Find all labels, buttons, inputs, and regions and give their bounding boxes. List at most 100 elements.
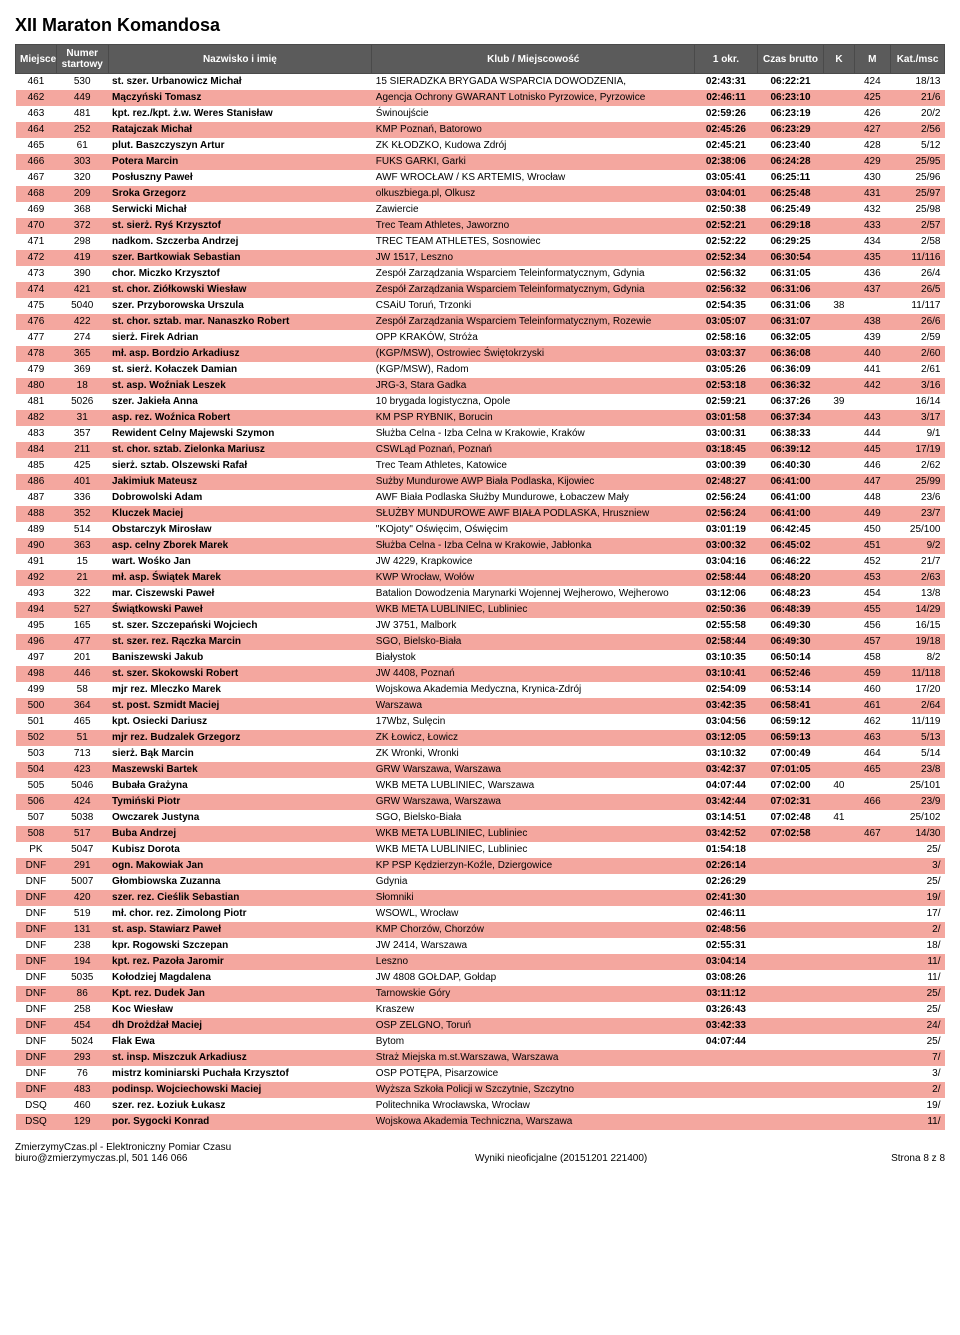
cell-miejsce: DSQ (16, 1114, 57, 1130)
cell-okr: 03:03:37 (695, 346, 757, 362)
cell-czas: 06:25:49 (757, 202, 824, 218)
cell-kat: 25/ (891, 986, 945, 1002)
cell-k (824, 106, 854, 122)
cell-k (824, 682, 854, 698)
table-row: 483357Rewident Celny Majewski SzymonSłuż… (16, 426, 945, 442)
cell-k (824, 842, 854, 858)
cell-czas: 06:29:25 (757, 234, 824, 250)
cell-k (824, 346, 854, 362)
table-row: 48018st. asp. Woźniak LeszekJRG-3, Stara… (16, 378, 945, 394)
cell-numer: 517 (56, 826, 108, 842)
table-row: 49221mł. asp. Świątek MarekKWP Wrocław, … (16, 570, 945, 586)
cell-kat: 11/ (891, 1114, 945, 1130)
cell-klub: JW 3751, Malbork (372, 618, 695, 634)
cell-miejsce: 483 (16, 426, 57, 442)
table-row: DSQ460szer. rez. Łoziuk ŁukaszPolitechni… (16, 1098, 945, 1114)
cell-miejsce: 480 (16, 378, 57, 394)
cell-kat: 21/6 (891, 90, 945, 106)
cell-numer: 15 (56, 554, 108, 570)
cell-m (854, 1066, 891, 1082)
cell-czas: 06:58:41 (757, 698, 824, 714)
cell-k (824, 522, 854, 538)
cell-m: 440 (854, 346, 891, 362)
cell-nazwisko: Mączyński Tomasz (108, 90, 372, 106)
cell-k (824, 1050, 854, 1066)
cell-miejsce: 496 (16, 634, 57, 650)
cell-okr: 03:04:16 (695, 554, 757, 570)
cell-okr: 02:56:32 (695, 282, 757, 298)
cell-miejsce: 485 (16, 458, 57, 474)
cell-k (824, 330, 854, 346)
cell-miejsce: 465 (16, 138, 57, 154)
cell-nazwisko: dh Drożdżał Maciej (108, 1018, 372, 1034)
table-row: 486401Jakimiuk MateuszSużby Mundurowe AW… (16, 474, 945, 490)
cell-okr: 02:26:29 (695, 874, 757, 890)
cell-numer: 322 (56, 586, 108, 602)
cell-czas: 06:48:20 (757, 570, 824, 586)
cell-numer: 460 (56, 1098, 108, 1114)
cell-kat: 3/17 (891, 410, 945, 426)
cell-numer: 424 (56, 794, 108, 810)
cell-okr: 02:56:24 (695, 490, 757, 506)
cell-okr: 02:52:34 (695, 250, 757, 266)
cell-czas: 06:38:33 (757, 426, 824, 442)
cell-kat: 19/ (891, 890, 945, 906)
cell-numer: 61 (56, 138, 108, 154)
cell-kat: 21/7 (891, 554, 945, 570)
cell-klub: JW 4408, Poznań (372, 666, 695, 682)
cell-numer: 423 (56, 762, 108, 778)
cell-okr: 03:12:06 (695, 586, 757, 602)
cell-miejsce: DNF (16, 986, 57, 1002)
table-row: 494527Świątkowski PawełWKB META LUBLINIE… (16, 602, 945, 618)
cell-nazwisko: podinsp. Wojciechowski Maciej (108, 1082, 372, 1098)
cell-nazwisko: mjr rez. Budzalek Grzegorz (108, 730, 372, 746)
cell-okr: 02:59:26 (695, 106, 757, 122)
cell-klub: Służba Celna - Izba Celna w Krakowie, Ja… (372, 538, 695, 554)
cell-kat: 3/ (891, 858, 945, 874)
cell-numer: 477 (56, 634, 108, 650)
cell-czas: 06:31:05 (757, 266, 824, 282)
cell-czas: 07:00:49 (757, 746, 824, 762)
table-row: DNF454dh Drożdżał MaciejOSP ZELGNO, Toru… (16, 1018, 945, 1034)
cell-miejsce: 486 (16, 474, 57, 490)
cell-m: 442 (854, 378, 891, 394)
table-row: DNF5035Kołodziej MagdalenaJW 4808 GOŁDAP… (16, 970, 945, 986)
cell-okr (695, 1114, 757, 1130)
cell-k (824, 794, 854, 810)
table-row: 485425sierż. sztab. Olszewski RafałTrec … (16, 458, 945, 474)
cell-klub: olkuszbiega.pl, Olkusz (372, 186, 695, 202)
cell-k (824, 490, 854, 506)
cell-m: 444 (854, 426, 891, 442)
cell-m: 424 (854, 74, 891, 91)
page-title: XII Maraton Komandosa (15, 15, 945, 36)
cell-m: 448 (854, 490, 891, 506)
cell-miejsce: DNF (16, 1034, 57, 1050)
cell-k: 38 (824, 298, 854, 314)
cell-okr: 03:00:31 (695, 426, 757, 442)
cell-miejsce: 504 (16, 762, 57, 778)
cell-kat: 2/64 (891, 698, 945, 714)
table-row: 478365mł. asp. Bordzio Arkadiusz(KGP/MSW… (16, 346, 945, 362)
cell-numer: 481 (56, 106, 108, 122)
table-row: 487336Dobrowolski AdamAWF Biała Podlaska… (16, 490, 945, 506)
cell-okr: 03:42:35 (695, 698, 757, 714)
cell-klub: WKB META LUBLINIEC, Lubliniec (372, 602, 695, 618)
cell-czas: 07:02:48 (757, 810, 824, 826)
cell-czas: 06:46:22 (757, 554, 824, 570)
cell-numer: 58 (56, 682, 108, 698)
cell-kat: 25/98 (891, 202, 945, 218)
cell-kat: 7/ (891, 1050, 945, 1066)
cell-nazwisko: Kluczek Maciej (108, 506, 372, 522)
th-numer: Numerstartowy (56, 45, 108, 74)
table-row: DNF258Koc WiesławKraszew03:26:4325/ (16, 1002, 945, 1018)
cell-kat: 8/2 (891, 650, 945, 666)
cell-kat: 16/14 (891, 394, 945, 410)
table-row: 497201Baniszewski JakubBiałystok03:10:35… (16, 650, 945, 666)
cell-czas (757, 1098, 824, 1114)
cell-k (824, 506, 854, 522)
cell-kat: 2/63 (891, 570, 945, 586)
cell-okr: 02:58:44 (695, 570, 757, 586)
cell-nazwisko: st. sierż. Kołaczek Damian (108, 362, 372, 378)
cell-okr: 02:54:09 (695, 682, 757, 698)
cell-klub: Zespół Zarządzania Wsparciem Teleinforma… (372, 314, 695, 330)
